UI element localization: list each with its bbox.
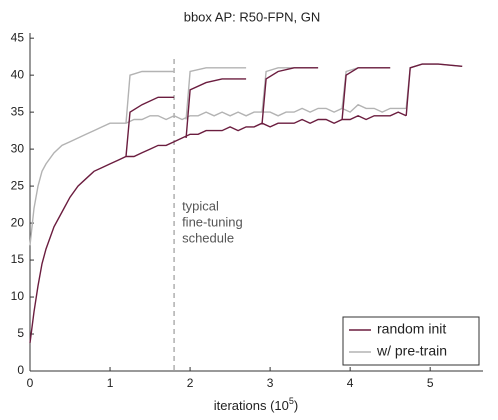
x-axis-label-end: ) [294,398,298,413]
x-axis-label-text: iterations (10 [214,398,289,413]
y-tick-label: 5 [17,326,24,340]
y-tick-label: 0 [17,363,24,377]
x-tick-label: 3 [267,376,274,390]
y-tick-label: 15 [11,252,25,266]
series-line [29,103,407,246]
y-tick-label: 35 [11,104,25,118]
y-tick-label: 40 [11,67,25,81]
y-tick-label: 45 [11,30,25,44]
annotation: fine-tuning [182,214,243,229]
branch-line [261,67,319,113]
y-tick-label: 20 [11,215,25,229]
x-tick-label: 4 [347,376,354,390]
branch-line [341,67,391,120]
x-axis-label: iterations (105) [214,396,299,413]
legend-label: w/ pre-train [376,343,447,359]
branch-line [125,70,175,124]
annotation: schedule [182,230,234,245]
branch-line [125,96,175,157]
x-tick-label: 2 [187,376,194,390]
x-tick-label: 0 [27,376,34,390]
y-tick-label: 30 [11,141,25,155]
x-tick-label: 1 [107,376,114,390]
series-line [29,111,407,343]
branch-line [185,67,247,120]
annotation: typical [182,198,219,213]
y-tick-label: 10 [11,289,25,303]
x-axis-label-sup: 5 [289,396,294,406]
x-tick-label: 5 [427,376,434,390]
chart-title: bbox AP: R50-FPN, GN [184,9,321,24]
branch-line [405,63,463,116]
branch-line [405,63,463,109]
legend-box [342,316,480,366]
branch-line [185,78,247,139]
branch-line [261,67,319,124]
y-tick-label: 25 [11,178,25,192]
legend-label: random init [377,321,446,337]
